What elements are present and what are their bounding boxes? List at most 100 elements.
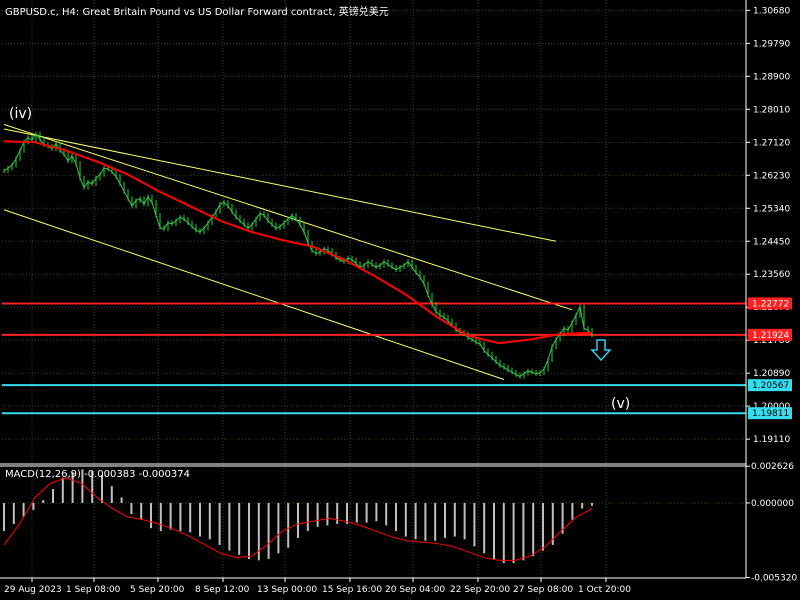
macd-histogram-bar: [110, 486, 113, 503]
macd-histogram-bar: [375, 502, 378, 522]
price-tick-label: 1.21780: [753, 336, 790, 346]
channel-line: [3, 209, 505, 380]
macd-histogram-bar: [42, 500, 45, 503]
macd-histogram-bar: [493, 502, 495, 559]
horizontal-levels: [2, 302, 746, 415]
macd-histogram-bar: [483, 502, 486, 554]
macd-histogram-bar: [189, 502, 192, 533]
price-line: [3, 132, 593, 378]
price-tick-label: 1.20890: [753, 369, 790, 379]
macd-histogram-bar: [561, 502, 564, 534]
channel-line: [3, 128, 557, 242]
macd-histogram-bar: [473, 502, 476, 547]
grid: [2, 0, 746, 578]
time-tick-label: 1 Oct 20:00: [578, 585, 631, 595]
annotations: [590, 339, 612, 362]
macd-histogram-bar: [199, 502, 201, 537]
macd-histogram-bar: [81, 469, 84, 503]
time-tick-label: 22 Sep 20:00: [450, 585, 510, 595]
wave-label-iv: (iv): [9, 106, 33, 122]
macd-histogram-bar: [22, 502, 25, 517]
ma-line: [3, 140, 593, 345]
macd-histogram-bar: [336, 502, 339, 524]
macd-histogram-bar: [120, 497, 123, 503]
macd-title: MACD(12,26,9) -0.000383 -0.000374: [5, 469, 190, 480]
macd-histogram-bar: [287, 502, 290, 548]
time-tick-label: 5 Sep 20:00: [130, 585, 185, 595]
macd-histogram-bar: [326, 502, 329, 526]
time-tick-label: 13 Sep 00:00: [257, 585, 317, 595]
macd-histogram-bar: [32, 502, 35, 510]
macd-histogram-bar: [306, 502, 309, 531]
macd-histogram-bar: [453, 502, 456, 537]
macd-panel: [3, 469, 593, 564]
moving-average: [3, 140, 593, 345]
level-tag-label: 1.22772: [752, 299, 789, 309]
macd-signal-line: [3, 477, 593, 561]
price-tick-label: 1.30680: [753, 6, 790, 16]
price-tick-label: 1.28900: [753, 72, 790, 82]
price-series: [3, 131, 593, 379]
macd-histogram-bar: [130, 502, 133, 515]
level-tag: [748, 379, 792, 392]
time-tick-label: 15 Sep 16:00: [322, 585, 382, 595]
time-tick-label: 1 Sep 08:00: [66, 585, 121, 595]
wave-label-v: (v): [611, 396, 631, 412]
level-tag: [748, 407, 792, 420]
price-tick-label: 1.23560: [753, 270, 790, 280]
price-tick-label: 1.20000: [753, 402, 790, 412]
macd-histogram-bar: [463, 502, 466, 540]
level-tag: [748, 328, 792, 341]
macd-histogram-bar: [502, 502, 505, 564]
price-tick-label: 1.24450: [753, 237, 790, 247]
macd-histogram-bar: [169, 502, 172, 530]
macd-histogram-bar: [61, 477, 64, 503]
level-tag-label: 1.20567: [752, 381, 789, 391]
level-tag: [748, 297, 792, 310]
macd-histogram-bar: [346, 502, 348, 524]
macd-histogram-bar: [522, 502, 525, 561]
macd-histogram-bar: [208, 502, 211, 540]
macd-histogram-bar: [52, 488, 54, 503]
macd-histogram-bar: [571, 502, 574, 520]
price-tick-label: 1.25340: [753, 204, 790, 214]
macd-histogram-bar: [316, 502, 319, 527]
macd-histogram-bar: [395, 502, 397, 531]
macd-histogram-bar: [385, 502, 388, 526]
price-tick-label: 1.27120: [753, 138, 790, 148]
macd-histogram-bar: [159, 502, 162, 531]
price-tick-label: 1.29790: [753, 39, 790, 49]
time-tick-label: 20 Sep 04:00: [385, 585, 445, 595]
price-tick-label: 1.26230: [753, 171, 790, 181]
arrow-down-icon: [590, 339, 612, 362]
macd-histogram-bar: [404, 502, 407, 537]
price-tick-label: 1.19110: [753, 435, 790, 445]
macd-histogram-bar: [179, 502, 182, 531]
macd-histogram-bar: [355, 502, 358, 523]
macd-histogram-bar: [414, 502, 417, 540]
macd-histogram-bar: [257, 502, 260, 561]
macd-histogram-bar: [238, 502, 241, 555]
macd-histogram-bar: [228, 502, 231, 551]
macd-histogram-bar: [140, 502, 143, 520]
price-tick-label: 1.28010: [753, 105, 790, 115]
chart-title: GBPUSD.c, H4: Great Britain Pound vs US …: [5, 7, 389, 18]
macd-histogram-bar: [101, 474, 103, 503]
macd-histogram-bar: [71, 472, 74, 503]
macd-histogram-bar: [218, 502, 221, 545]
macd-histogram-bar: [267, 502, 270, 559]
time-tick-label: 29 Aug 2023: [4, 585, 62, 595]
macd-histogram-bar: [91, 470, 94, 503]
macd-histogram-bar: [591, 502, 593, 506]
macd-histogram-bar: [3, 502, 5, 531]
macd-histogram-bar: [297, 502, 299, 538]
macd-histogram-bar: [12, 502, 15, 524]
time-tick-label: 8 Sep 12:00: [195, 585, 250, 595]
macd-tick-label: 0.002626: [751, 462, 794, 472]
macd-histogram-bar: [277, 502, 280, 554]
channel-lines: [3, 124, 573, 380]
macd-histogram-bar: [434, 502, 437, 541]
macd-histogram-bar: [248, 502, 250, 559]
